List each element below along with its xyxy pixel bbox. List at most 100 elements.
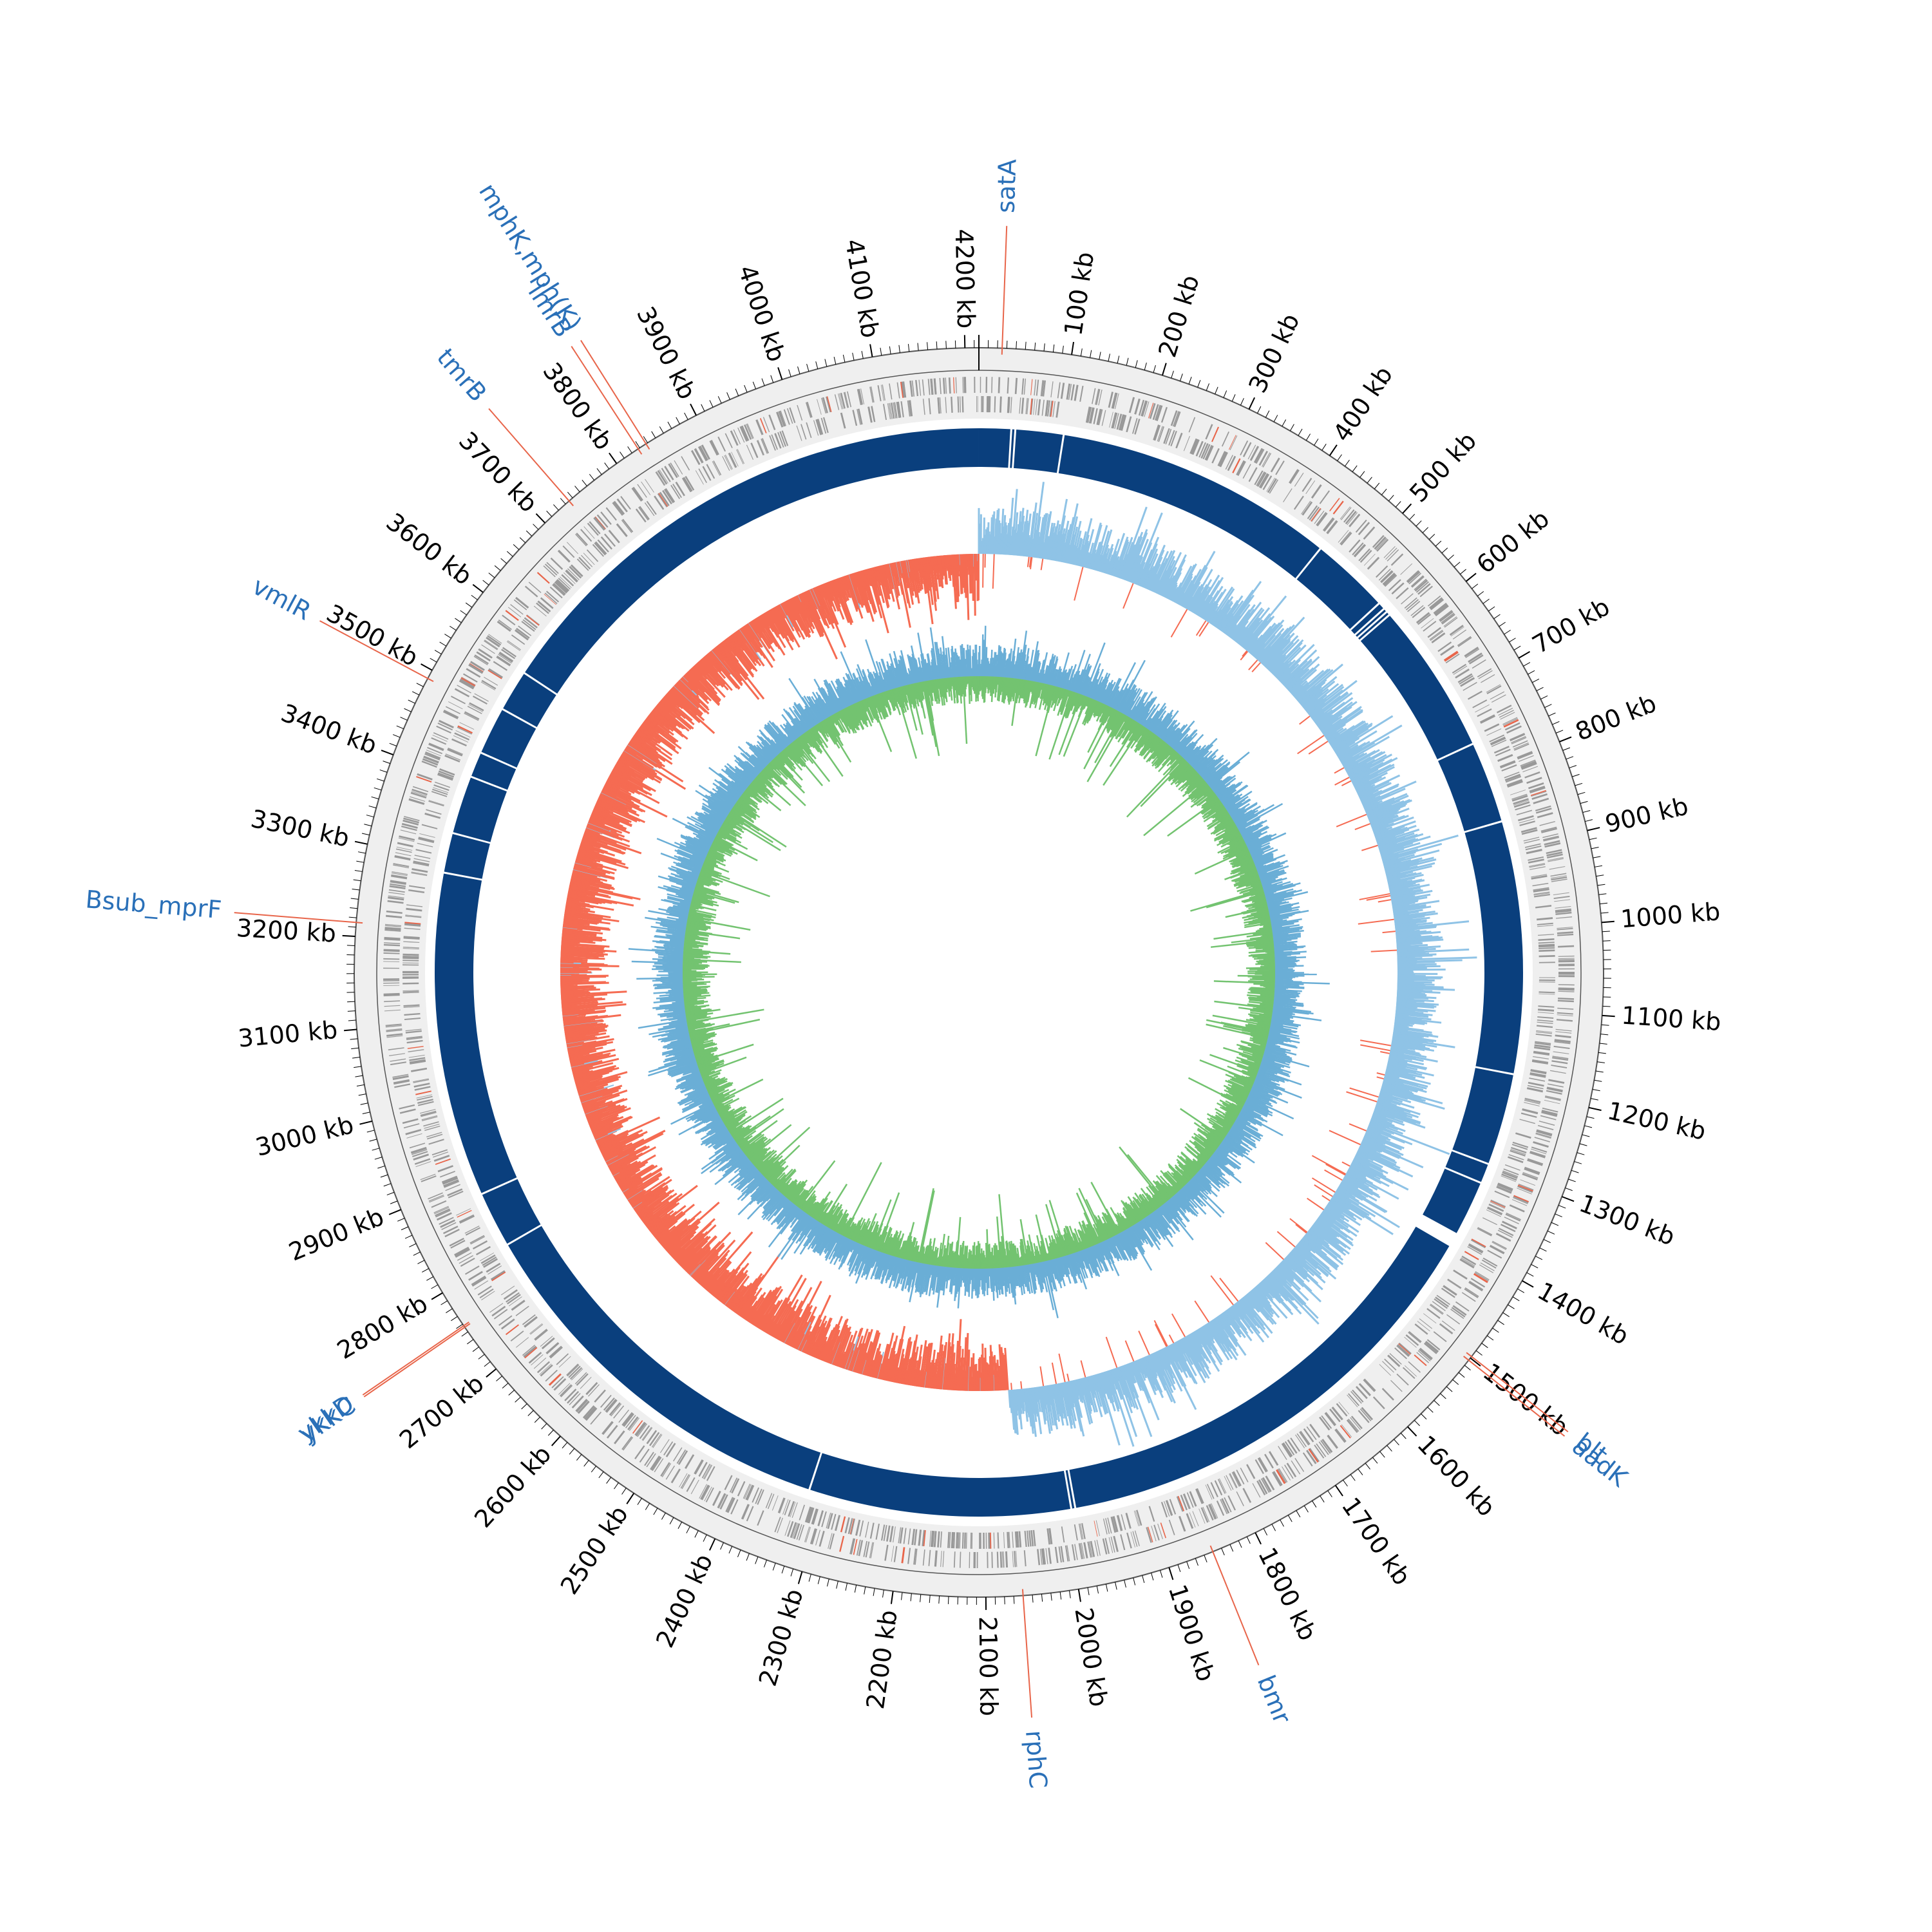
feature-block <box>576 558 589 571</box>
gc-bar <box>1247 1293 1274 1325</box>
gc-bar <box>1364 1134 1386 1145</box>
gc-bar <box>1070 1380 1085 1437</box>
feature-block <box>387 900 404 904</box>
feature-block <box>1550 875 1567 879</box>
feature-block <box>405 914 422 917</box>
gc-bar <box>1302 688 1323 708</box>
feature-block <box>409 1059 426 1064</box>
feature-block <box>1457 673 1473 683</box>
feature-block <box>576 533 588 546</box>
gc-bar <box>1095 554 1102 571</box>
gc-bar <box>1326 732 1340 741</box>
feature-block <box>1411 576 1425 588</box>
feature-block <box>674 460 683 475</box>
feature-block <box>1070 384 1075 401</box>
feature-block <box>675 481 685 497</box>
gc-bar <box>1336 747 1351 757</box>
feature-block <box>1416 612 1430 624</box>
gc-bar <box>1380 848 1405 857</box>
feature-block <box>1436 1294 1450 1305</box>
gc-bar <box>1323 708 1363 737</box>
gc-bar <box>1215 1317 1225 1331</box>
gc-bar <box>1098 1373 1106 1395</box>
feature-block <box>506 1292 520 1303</box>
gc-bar <box>1383 849 1440 866</box>
feature-block <box>627 1416 638 1430</box>
feature-block <box>1184 1493 1191 1510</box>
gc-bar <box>1003 522 1007 555</box>
feature-block <box>670 462 679 477</box>
gc-bar <box>1343 760 1356 768</box>
feature-block <box>454 1247 470 1257</box>
gc-bar <box>1301 1238 1338 1269</box>
feature-block <box>737 449 744 464</box>
feature-block <box>1511 1144 1528 1150</box>
feature-block <box>1126 1532 1132 1549</box>
feature-block <box>413 1079 430 1083</box>
gc-bar <box>1387 873 1424 884</box>
gc-bar <box>1397 959 1417 962</box>
feature-block <box>461 677 476 686</box>
gc-bar <box>1062 524 1072 563</box>
feature-block <box>454 1246 469 1256</box>
gc-bar <box>1021 521 1027 556</box>
feature-block <box>1526 778 1542 784</box>
feature-block <box>1354 544 1367 558</box>
gc-bar <box>1356 776 1387 793</box>
feature-block <box>937 1531 940 1548</box>
gc-bar <box>1345 1173 1365 1185</box>
gc-bar <box>1034 1387 1043 1434</box>
feature-block <box>1284 1441 1295 1455</box>
feature-block <box>497 620 511 632</box>
gc-bar <box>1255 627 1285 660</box>
feature-block <box>424 1123 440 1129</box>
gc-bar <box>1231 1305 1254 1334</box>
gc-bar <box>1293 1247 1318 1269</box>
gc-bar <box>1233 625 1246 641</box>
feature-block <box>1515 804 1531 811</box>
feature-block <box>1502 718 1519 726</box>
feature-block <box>752 1487 759 1503</box>
gc-bar <box>1193 590 1208 614</box>
gc-bar <box>1392 904 1426 911</box>
gc-bar <box>1327 1202 1344 1214</box>
gc-bar <box>1027 1388 1034 1434</box>
feature-block <box>1224 1475 1232 1491</box>
feature-block <box>869 1542 873 1558</box>
feature-block <box>1558 989 1575 991</box>
feature-block <box>536 602 549 614</box>
gc-bar <box>999 533 1002 554</box>
gc-bar <box>1383 857 1405 866</box>
feature-block <box>565 570 578 583</box>
feature-block <box>1524 838 1540 844</box>
feature-block <box>457 1252 472 1261</box>
gc-bar <box>1241 632 1254 648</box>
feature-block <box>918 379 922 396</box>
feature-block <box>1477 668 1492 677</box>
gc-bar <box>1040 558 1044 571</box>
feature-block <box>805 1527 811 1543</box>
gc-bar <box>1389 1053 1424 1062</box>
feature-block <box>1539 947 1555 949</box>
feature-block <box>1558 998 1575 1000</box>
gc-bar <box>1385 1072 1400 1079</box>
feature-block <box>508 1296 522 1307</box>
feature-block <box>471 1275 486 1286</box>
gc-bar <box>1159 569 1173 596</box>
gc-bar <box>1320 717 1340 732</box>
gc-bar <box>1339 1184 1387 1213</box>
gc-bar <box>1381 853 1399 860</box>
gc-bar <box>1026 1388 1032 1427</box>
gc-bar <box>1173 1342 1197 1384</box>
feature-block <box>580 529 592 542</box>
gc-bar <box>1366 804 1392 817</box>
feature-block <box>1363 1379 1376 1392</box>
gc-bar <box>1339 746 1363 762</box>
gc-bar <box>1365 799 1396 813</box>
feature-block <box>1520 827 1537 833</box>
feature-block <box>1472 659 1486 669</box>
feature-block <box>1075 384 1079 401</box>
gc-bar <box>1383 1078 1424 1091</box>
feature-block <box>1536 1130 1552 1137</box>
gc-bar <box>1058 1383 1069 1426</box>
